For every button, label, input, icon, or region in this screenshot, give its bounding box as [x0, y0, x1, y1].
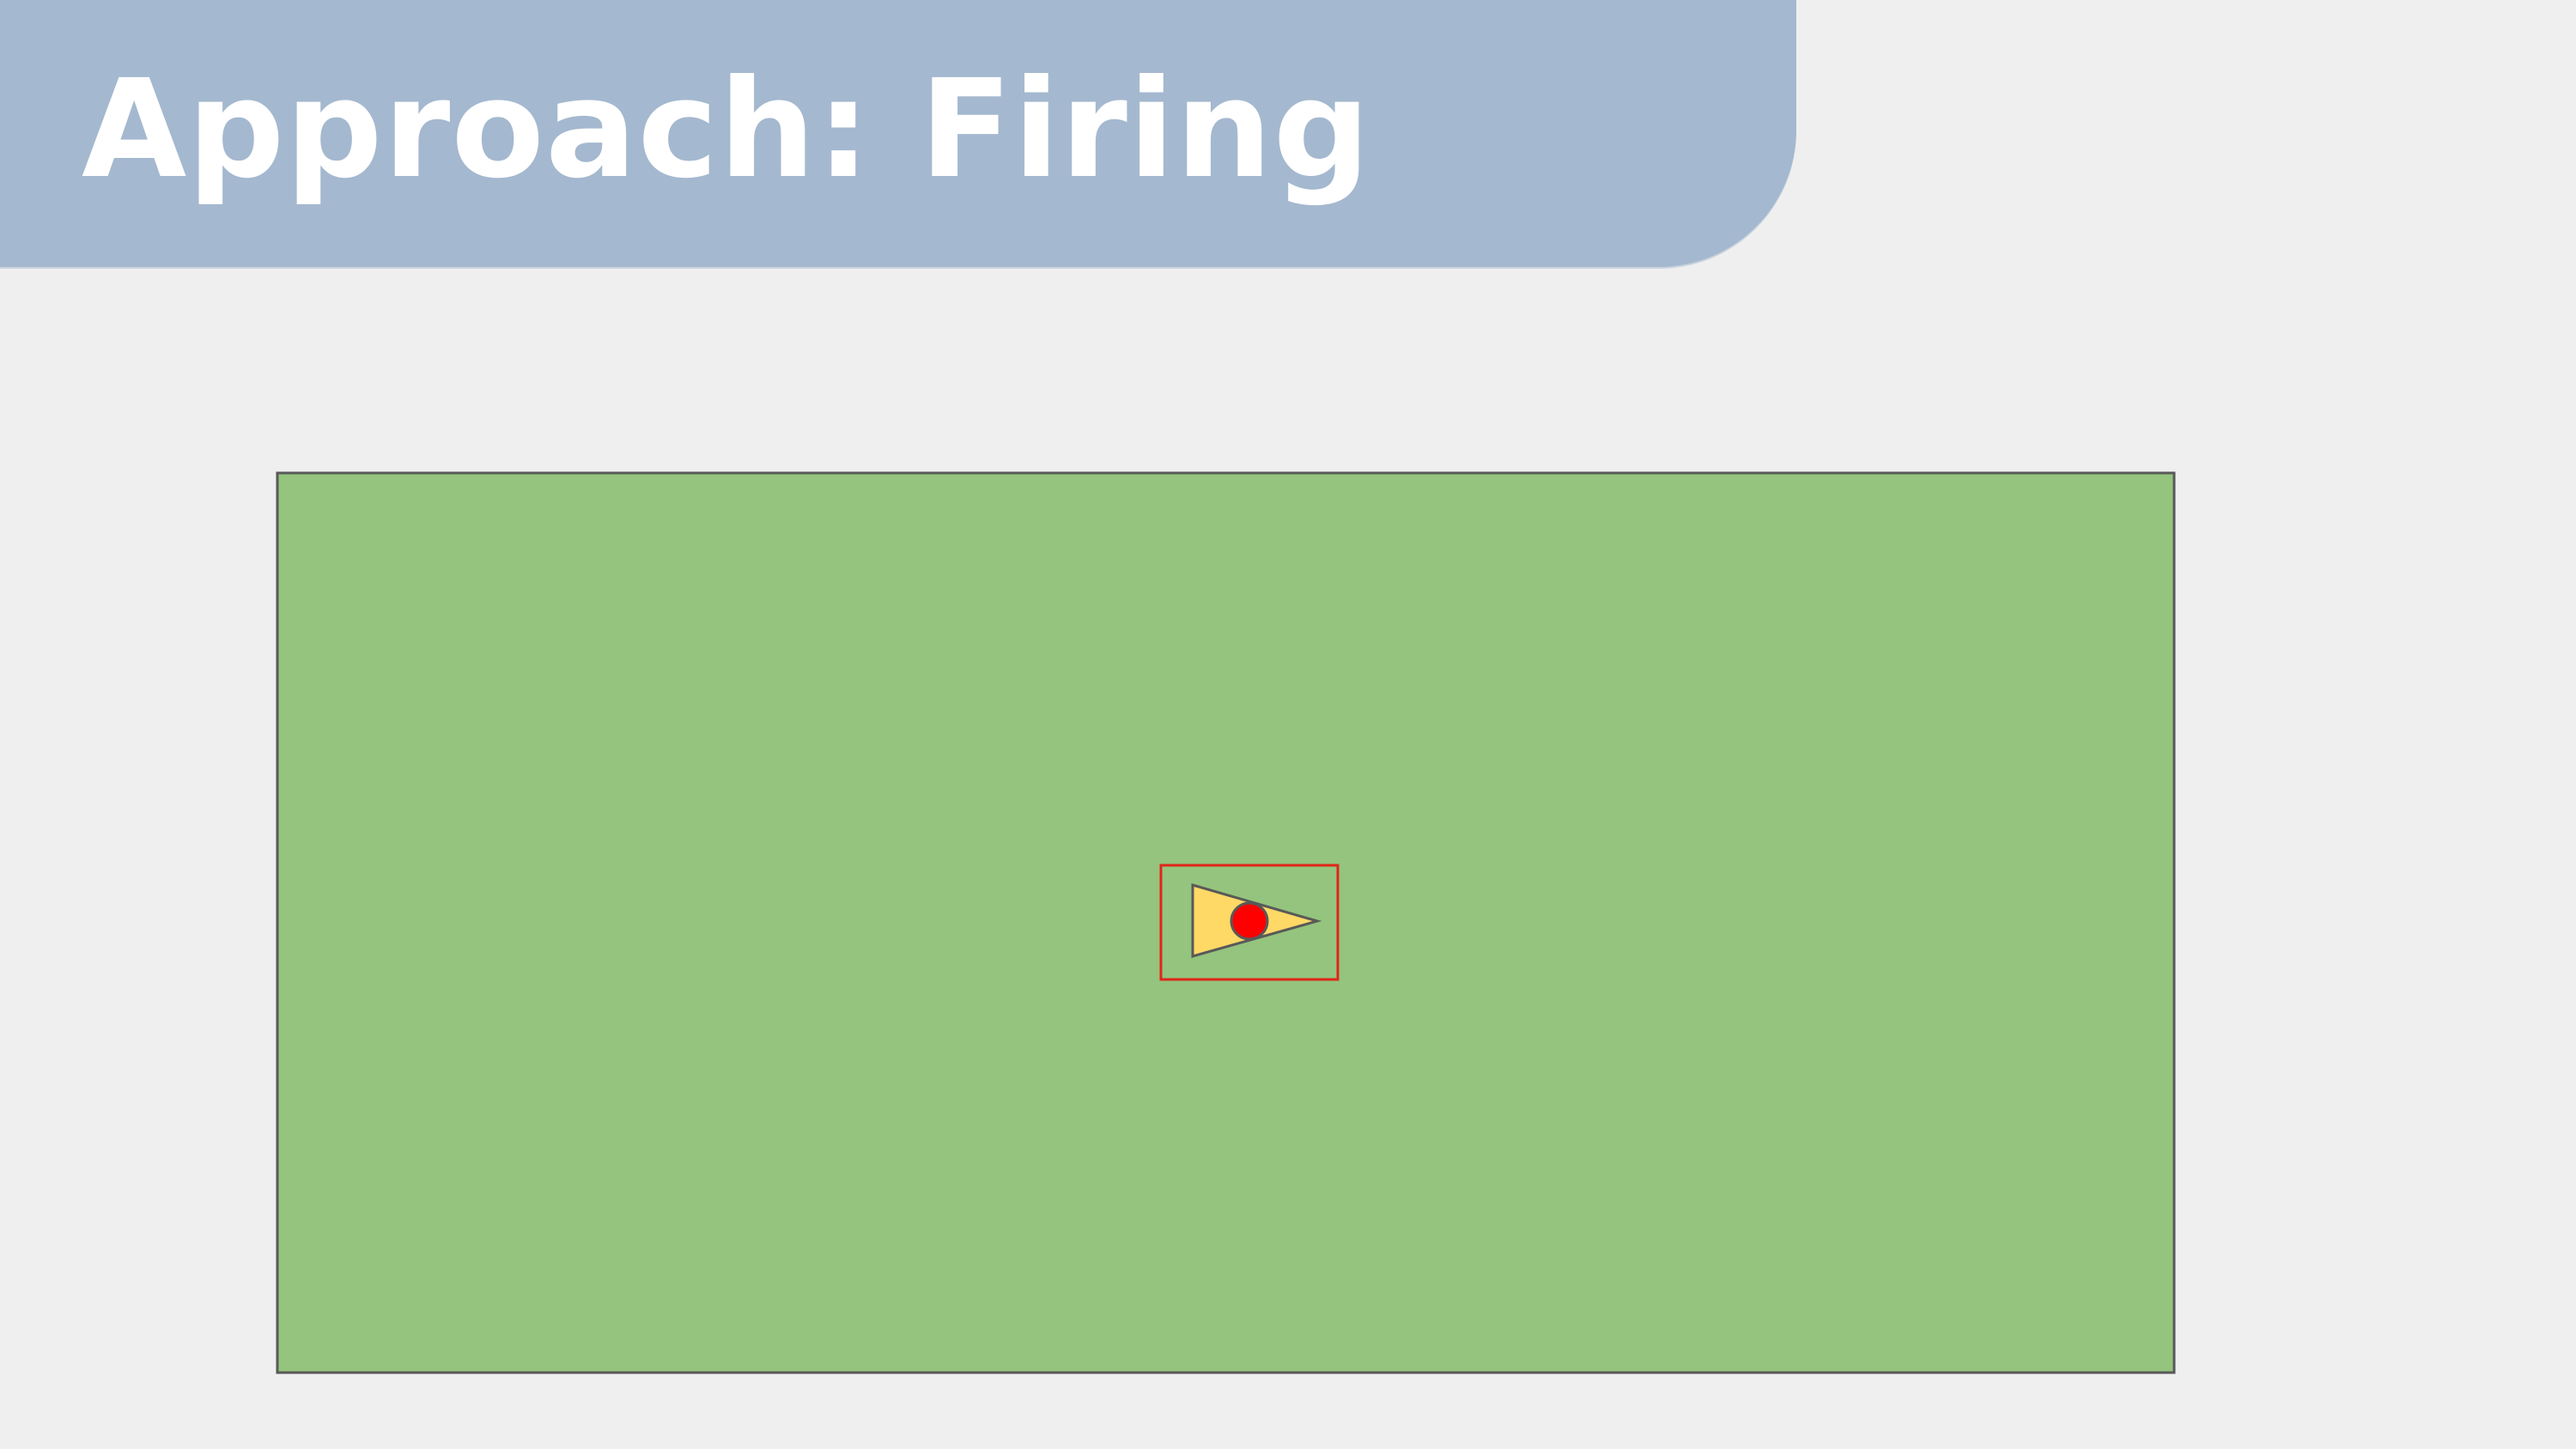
title-banner: Approach: Firing [0, 0, 1796, 267]
ship-triangle [1191, 883, 1322, 958]
game-field [276, 471, 2176, 1374]
ship-bounding-box [1159, 864, 1340, 981]
projectile-dot [1230, 901, 1269, 941]
slide-title: Approach: Firing [82, 51, 1371, 209]
